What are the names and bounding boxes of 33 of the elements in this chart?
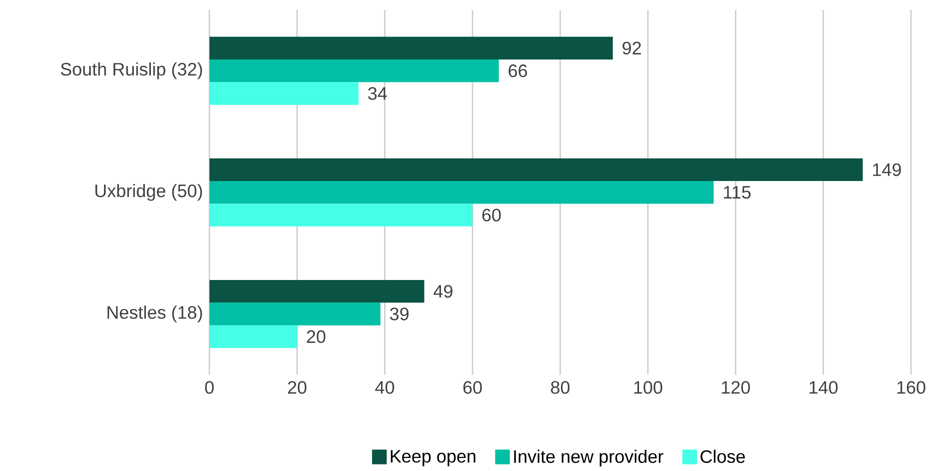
x-tick-label: 60 [463, 381, 482, 394]
bar [209, 158, 863, 182]
bar [209, 280, 424, 303]
x-tick-label: 160 [897, 381, 926, 394]
data-label: 20 [306, 330, 326, 344]
data-label: 60 [482, 208, 501, 222]
legend-label: Close [700, 450, 745, 464]
bar [209, 82, 358, 105]
y-tick-label: South Ruislip (32) [60, 62, 202, 80]
x-tick-label: 120 [722, 381, 750, 394]
bar [209, 302, 380, 326]
bar [209, 204, 473, 226]
data-label: 34 [368, 87, 387, 100]
data-label: 149 [873, 163, 901, 176]
data-label: 39 [390, 308, 409, 320]
bar [209, 325, 298, 348]
legend-label: Invite new provider [514, 450, 664, 467]
data-label: 49 [434, 285, 452, 298]
y-tick-label: Uxbridge (50) [95, 184, 202, 201]
x-tick-label: 20 [288, 381, 306, 394]
bar [209, 36, 613, 60]
x-tick-label: 140 [810, 381, 838, 394]
data-label: 115 [724, 186, 751, 199]
y-tick-label: Nestles (18) [108, 306, 202, 322]
data-label: 92 [622, 42, 641, 55]
legend-label: Keep open [390, 450, 476, 466]
x-tick-label: 40 [375, 381, 394, 394]
bar [209, 181, 714, 204]
x-tick-label: 100 [634, 381, 662, 394]
x-tick-label: 80 [550, 381, 570, 394]
bar [209, 60, 499, 82]
data-label: 66 [508, 64, 527, 78]
x-tick-label: 0 [205, 381, 214, 394]
